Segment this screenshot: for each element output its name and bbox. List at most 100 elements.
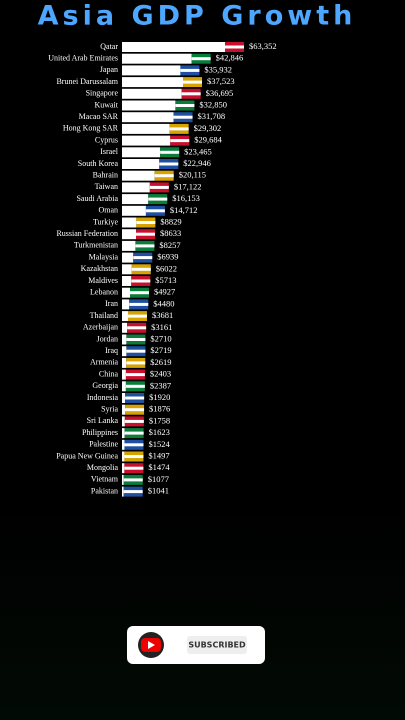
bar xyxy=(122,381,126,392)
value-label: $1077 xyxy=(148,474,169,484)
category-label: Mongolia xyxy=(87,463,119,472)
value-label: $8257 xyxy=(159,240,180,250)
bar xyxy=(122,194,149,205)
value-label: $1876 xyxy=(149,404,170,414)
bar xyxy=(122,65,181,76)
value-label: $1041 xyxy=(148,486,169,496)
bar xyxy=(122,334,127,345)
flag-stripe xyxy=(175,104,195,107)
value-label: $16,153 xyxy=(172,193,200,203)
flag-stripe xyxy=(131,267,151,271)
bar xyxy=(122,404,126,415)
value-label: $6939 xyxy=(157,252,178,262)
bar xyxy=(122,322,128,333)
button-label-bg xyxy=(187,636,247,654)
value-label: $35,932 xyxy=(204,64,232,74)
value-label: $2387 xyxy=(150,380,171,390)
bar xyxy=(122,147,161,158)
value-label: $31,708 xyxy=(198,111,226,121)
category-label: Singapore xyxy=(86,89,119,98)
category-label: Turkiye xyxy=(93,217,118,226)
youtube-play xyxy=(148,641,155,649)
flag-stripe xyxy=(126,349,146,353)
category-label: Taiwan xyxy=(95,182,118,191)
bar xyxy=(122,474,124,485)
flag-stripe xyxy=(169,127,189,131)
bar xyxy=(122,276,132,286)
category-label: Cyprus xyxy=(95,135,118,144)
value-label: $5713 xyxy=(155,275,176,285)
subscribe-button[interactable]: SUBSCRIBED xyxy=(127,626,265,664)
flag-stripe xyxy=(129,302,149,306)
flag-stripe xyxy=(125,384,145,388)
bar xyxy=(122,264,132,275)
bar xyxy=(122,217,137,228)
category-label: Philippines xyxy=(82,428,118,437)
flag-stripe xyxy=(181,92,201,96)
category-label: Sri Lanka xyxy=(87,416,119,425)
value-label: $2403 xyxy=(150,369,171,379)
value-label: $42,846 xyxy=(216,53,244,63)
category-label: Indonesia xyxy=(87,393,119,402)
value-label: $4927 xyxy=(154,287,175,297)
category-label: Kazakhstan xyxy=(81,264,118,273)
value-label: $20,115 xyxy=(179,170,206,180)
category-label: Malaysia xyxy=(89,252,119,261)
category-label: Russian Federation xyxy=(56,229,118,238)
category-label: Brunei Darussalam xyxy=(56,77,118,86)
bar xyxy=(122,252,134,263)
flag-stripe xyxy=(123,478,143,482)
category-label: South Korea xyxy=(78,159,119,168)
flag-stripe xyxy=(135,244,155,248)
bar xyxy=(122,240,136,251)
category-label: Papua New Guinea xyxy=(56,451,118,460)
category-label: Macao SAR xyxy=(79,112,119,121)
bar xyxy=(122,393,126,403)
value-label: $1497 xyxy=(148,450,169,460)
bar xyxy=(122,205,146,216)
category-label: Iraq xyxy=(105,346,118,355)
category-label: China xyxy=(99,369,119,378)
flag-stripe xyxy=(124,455,144,458)
category-label: Turkmenistan xyxy=(74,241,118,250)
value-label: $36,695 xyxy=(206,88,234,98)
value-label: $14,712 xyxy=(170,205,198,215)
value-label: $63,352 xyxy=(249,41,277,51)
bar xyxy=(122,42,225,52)
flag-stripe xyxy=(173,115,193,119)
button-label[interactable]: SUBSCRIBED xyxy=(188,641,246,650)
bar xyxy=(122,463,125,474)
flag-stripe xyxy=(149,185,169,189)
value-label: $8829 xyxy=(160,216,181,226)
flag-stripe xyxy=(124,443,144,447)
flag-stripe xyxy=(131,279,151,283)
bar xyxy=(122,159,160,169)
category-label: Iran xyxy=(105,299,118,308)
category-label: Azerbaijan xyxy=(83,323,118,332)
bar xyxy=(122,77,184,88)
bar xyxy=(122,357,127,368)
flag-stripe xyxy=(154,174,174,178)
category-label: Palestine xyxy=(89,440,118,449)
category-label: Oman xyxy=(98,206,118,215)
value-label: $29,684 xyxy=(194,135,222,145)
value-label: $32,850 xyxy=(199,99,227,109)
bar xyxy=(122,287,131,298)
bar xyxy=(122,229,137,240)
value-label: $4480 xyxy=(153,298,174,308)
bar xyxy=(122,123,170,134)
category-label: Bahrain xyxy=(93,171,118,180)
flag-stripe xyxy=(191,57,211,61)
category-label: Jordan xyxy=(97,334,118,343)
value-label: $17,122 xyxy=(174,181,202,191)
category-label: Hong Kong SAR xyxy=(63,124,119,133)
flag-stripe xyxy=(123,490,143,494)
value-label: $2710 xyxy=(150,333,171,343)
value-label: $29,302 xyxy=(194,123,222,133)
value-label: $3161 xyxy=(151,322,172,332)
flag-stripe xyxy=(124,419,144,423)
bar xyxy=(122,170,155,181)
bar xyxy=(122,439,125,450)
bar xyxy=(122,112,174,123)
